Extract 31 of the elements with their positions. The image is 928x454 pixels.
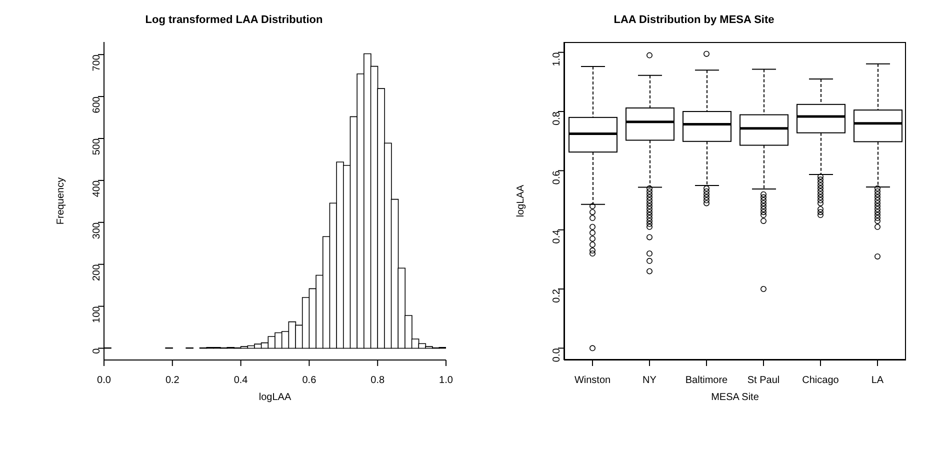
x-tick-label: 0.4 bbox=[234, 375, 248, 386]
y-tick-label: 600 bbox=[92, 96, 103, 114]
y-tick-label: 300 bbox=[92, 222, 103, 240]
y-axis-title: Frequency bbox=[56, 177, 67, 225]
x-tick-label: Baltimore bbox=[685, 375, 728, 386]
y-tick-label: 1.0 bbox=[552, 52, 563, 66]
y-tick-label: 200 bbox=[92, 264, 103, 282]
y-tick-label: 400 bbox=[92, 180, 103, 198]
chart-title: Log transformed LAA Distribution bbox=[144, 14, 324, 26]
y-tick-label: 100 bbox=[92, 306, 103, 323]
x-tick-label: 1.0 bbox=[439, 375, 454, 386]
x-tick-label: Winston bbox=[574, 375, 611, 386]
y-tick-label: 0 bbox=[92, 348, 103, 354]
x-tick-label: 0.6 bbox=[302, 375, 317, 386]
y-tick-label: 0.2 bbox=[552, 288, 563, 303]
y-tick-label: 0.8 bbox=[552, 111, 563, 126]
y-tick-label: 0.4 bbox=[552, 229, 563, 244]
x-axis-title: logLAA bbox=[258, 392, 292, 403]
y-tick-label: 500 bbox=[92, 138, 103, 156]
x-tick-label: NY bbox=[642, 375, 657, 386]
y-axis-title: logLAA bbox=[516, 184, 527, 218]
y-tick-label: 0.6 bbox=[552, 170, 563, 185]
x-tick-label: 0.2 bbox=[165, 375, 180, 386]
chart-title: LAA Distribution by MESA Site bbox=[612, 14, 776, 26]
y-tick-label: 700 bbox=[92, 54, 103, 72]
y-tick-label: 0.0 bbox=[552, 348, 563, 362]
x-tick-label: LA bbox=[871, 375, 884, 386]
x-tick-label: St Paul bbox=[747, 375, 780, 386]
x-tick-label: Chicago bbox=[802, 375, 840, 386]
x-tick-label: 0.8 bbox=[370, 375, 385, 386]
x-axis-title: MESA Site bbox=[711, 392, 760, 403]
